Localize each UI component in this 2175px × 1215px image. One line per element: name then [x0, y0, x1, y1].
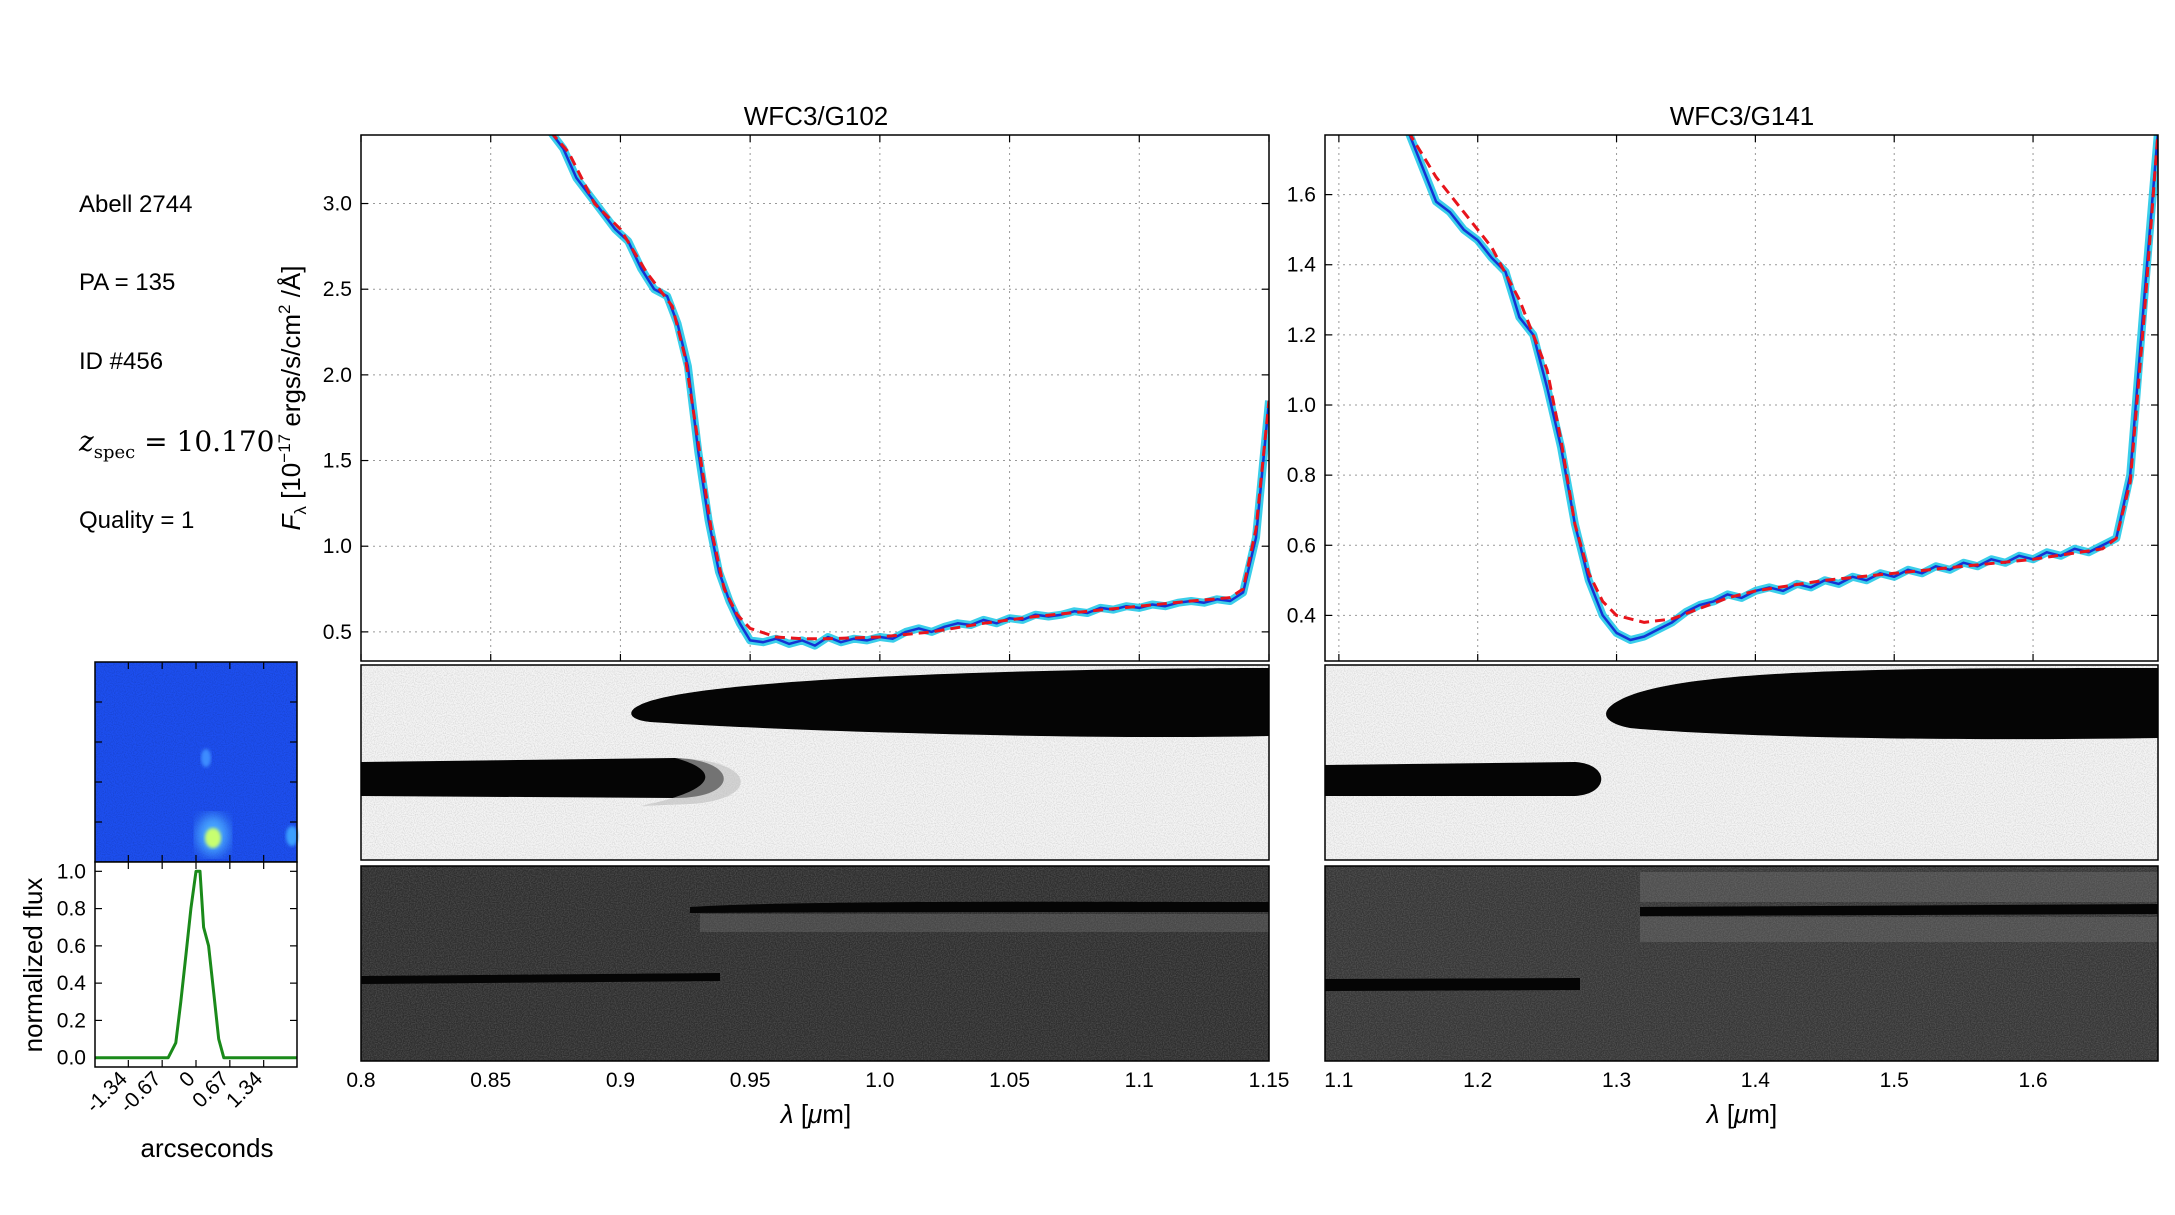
y-tick-label: 0.6: [1287, 534, 1316, 557]
y-tick-label: 0.0: [57, 1047, 86, 1070]
y-tick-label: 1.6: [1287, 184, 1316, 207]
y-tick-label: 1.0: [323, 535, 352, 558]
redshift-label: zspec = 10.170: [78, 425, 275, 463]
y-tick-label: 1.2: [1287, 324, 1316, 347]
x-tick-label: 1.4: [1741, 1069, 1771, 1092]
x-tick-label: 1.15: [1249, 1069, 1290, 1092]
y-tick-label: 0.5: [323, 621, 352, 644]
x-tick-label: 1.2: [1463, 1069, 1492, 1092]
field-name: Abell 2744: [79, 191, 192, 218]
g141-2d-residual: [1324, 865, 2159, 1062]
g102-panel: WFC3/G102 0.8 0.85 0.9 0.95 1.0 1.05 1.1 1.15 0.…: [275, 101, 1289, 1129]
x-tick-label: 1.1: [1324, 1069, 1353, 1092]
x-tick-label: 1.05: [989, 1069, 1030, 1092]
profile-ylabel: normalized flux: [18, 878, 48, 1053]
g141-xlabel: λ [μm]: [1705, 1099, 1777, 1129]
object-id: ID #456: [79, 348, 163, 375]
spatial-profile-plot: -1.34-0.67 00.671.340.00.20.40.60.81.0 ar…: [18, 860, 298, 1163]
g102-title: WFC3/G102: [744, 101, 889, 131]
x-tick-label: 1.34: [222, 1067, 267, 1112]
g141-plot-background: [1325, 135, 2158, 661]
model-spectrum-line: [1408, 135, 2158, 624]
y-tick-label: 0.8: [57, 898, 86, 921]
x-tick-label: 0.85: [470, 1069, 511, 1092]
g102-xlabel: λ [μm]: [779, 1099, 851, 1129]
g141-plot-frame: [1324, 134, 2159, 662]
y-tick-label: 0.6: [57, 935, 86, 958]
y-tick-label: 0.4: [57, 972, 87, 995]
y-tick-label: 0.8: [1287, 464, 1316, 487]
y-tick-label: 0.4: [1287, 604, 1317, 627]
y-tick-label: 0.2: [57, 1009, 86, 1032]
profile-background: [95, 862, 297, 1067]
x-tick-label: 0.8: [346, 1069, 375, 1092]
position-angle: PA = 135: [79, 269, 175, 296]
y-tick-label: 1.0: [1287, 394, 1316, 417]
x-tick-label: 1.3: [1602, 1069, 1631, 1092]
g141-panel: WFC3/G141 1.1 1.2 1.3 1.4 1.5 1.6 0.4 0.6 0.8 1.0…: [1287, 101, 2159, 1129]
y-tick-label: 1.5: [323, 450, 352, 473]
x-tick-label: 1.5: [1880, 1069, 1909, 1092]
g102-plot-frame: [360, 134, 1270, 662]
thumbnail-ticks: [95, 662, 297, 862]
x-tick-label: 1.0: [865, 1069, 894, 1092]
y-tick-label: 2.5: [323, 278, 352, 301]
info-block: Abell 2744 PA = 135 ID #456 zspec = 10.1…: [78, 191, 275, 534]
y-tick-label: 1.4: [1287, 254, 1317, 277]
y-tick-label: 1.0: [57, 860, 86, 883]
x-tick-label: 1.1: [1125, 1069, 1154, 1092]
x-tick-label: 0.67: [188, 1067, 233, 1112]
g102-plot-background: [361, 135, 1269, 661]
x-tick-label: 0.95: [730, 1069, 771, 1092]
quality-flag: Quality = 1: [79, 507, 194, 534]
x-tick-label: 0.9: [606, 1069, 635, 1092]
g141-title: WFC3/G141: [1670, 101, 1815, 131]
flux-ylabel: Fλ [10−17 ergs/s/cm2 /Å]: [275, 265, 310, 530]
profile-xlabel: arcseconds: [141, 1133, 274, 1163]
g102-2d-spectrum: [360, 664, 1270, 861]
profile-frame: [94, 861, 298, 1068]
model-spectrum-line: [551, 135, 1269, 641]
g141-2d-spectrum: [1324, 664, 2159, 861]
object-thumbnail: [94, 661, 298, 863]
profile-line: [95, 869, 297, 1060]
y-tick-label: 3.0: [323, 193, 352, 216]
g102-2d-residual: [360, 865, 1270, 1062]
y-tick-label: 2.0: [323, 364, 352, 387]
x-tick-label: 1.6: [2018, 1069, 2047, 1092]
